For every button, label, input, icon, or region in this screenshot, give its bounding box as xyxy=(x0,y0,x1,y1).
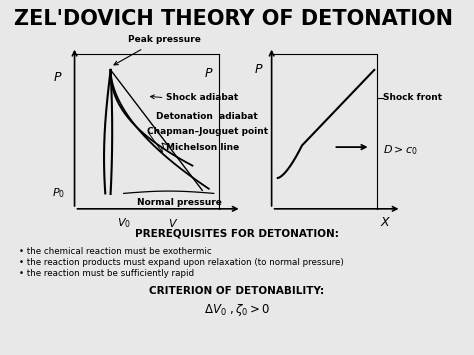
Text: Peak pressure: Peak pressure xyxy=(128,35,201,44)
Text: CRITERION OF DETONABILITY:: CRITERION OF DETONABILITY: xyxy=(149,286,325,296)
Text: ZEL'DOVICH THEORY OF DETONATION: ZEL'DOVICH THEORY OF DETONATION xyxy=(14,9,453,29)
Text: Chapman–Jouguet point: Chapman–Jouguet point xyxy=(146,127,268,136)
Text: • the chemical reaction must be exothermic: • the chemical reaction must be exotherm… xyxy=(19,247,212,256)
Text: $X$: $X$ xyxy=(380,216,391,229)
Text: $V$: $V$ xyxy=(168,217,178,229)
Text: PREREQUISITES FOR DETONATION:: PREREQUISITES FOR DETONATION: xyxy=(135,229,339,239)
Text: • the reaction products must expand upon relaxation (to normal pressure): • the reaction products must expand upon… xyxy=(19,258,344,267)
Text: Shock front: Shock front xyxy=(383,93,442,102)
Text: $D > c_0$: $D > c_0$ xyxy=(383,143,418,157)
Text: $P$: $P$ xyxy=(255,64,264,76)
Text: • the reaction must be sufficiently rapid: • the reaction must be sufficiently rapi… xyxy=(19,269,194,278)
Text: $V_0$: $V_0$ xyxy=(117,216,131,230)
Text: $P_0$: $P_0$ xyxy=(52,186,65,200)
Text: Detonation  adiabat: Detonation adiabat xyxy=(156,112,258,121)
Text: Michelson line: Michelson line xyxy=(166,143,239,152)
Text: $\Delta V_0\ ,\zeta_0 > 0$: $\Delta V_0\ ,\zeta_0 > 0$ xyxy=(204,302,270,318)
Text: Shock adiabat: Shock adiabat xyxy=(166,93,238,102)
Text: Normal pressure: Normal pressure xyxy=(137,198,222,207)
Text: $P$: $P$ xyxy=(54,71,63,84)
Text: $P$: $P$ xyxy=(204,66,214,80)
